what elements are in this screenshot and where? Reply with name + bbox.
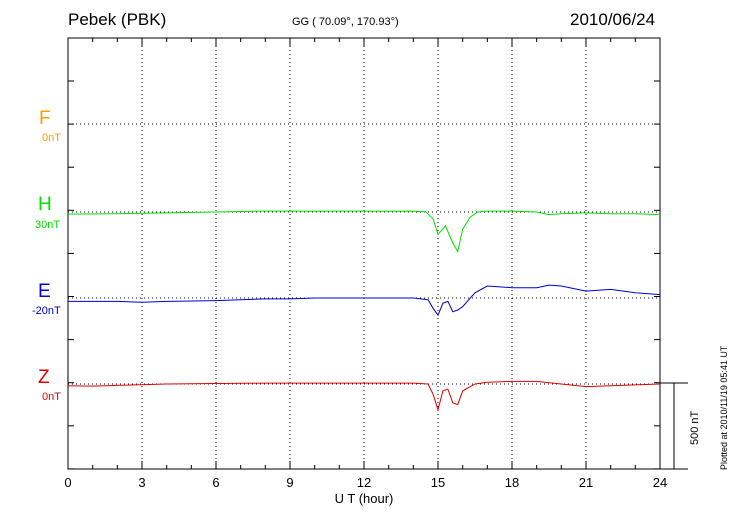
component-letter-h: H	[38, 194, 52, 215]
x-tick-label: 3	[138, 475, 145, 490]
scale-bar-label: 500 nT	[689, 410, 701, 445]
component-baseline-h: 30nT	[35, 219, 61, 231]
axis-ticks: 0 3 6 9 12 15 18 21 24	[64, 38, 667, 490]
x-tick-label: 24	[653, 475, 667, 490]
scale-bar	[660, 382, 688, 470]
series-line-z	[67, 380, 661, 412]
component-baseline-f: 0nT	[42, 132, 61, 144]
date-title: 2010/06/24	[570, 10, 656, 29]
x-tick-label: 12	[357, 475, 371, 490]
component-baseline-e: -20nT	[32, 305, 61, 317]
series-line-e	[68, 284, 661, 317]
plot-grid	[68, 38, 660, 469]
series-layer	[67, 210, 661, 412]
x-tick-label: 0	[64, 475, 71, 490]
x-tick-label: 6	[212, 475, 219, 490]
plotted-timestamp: Plotted at 2010/11/19 05:41 UT	[719, 345, 729, 470]
component-letter-f: F	[39, 108, 51, 129]
x-tick-label: 9	[286, 475, 293, 490]
coordinates-label: GG ( 70.09°, 170.93°)	[292, 16, 399, 28]
series-line-h	[67, 210, 661, 253]
component-letter-z: Z	[38, 367, 50, 388]
x-tick-label: 15	[431, 475, 445, 490]
x-tick-label: 21	[579, 475, 593, 490]
component-baseline-z: 0nT	[42, 391, 61, 403]
x-axis-label: U T (hour)	[335, 491, 394, 506]
component-letter-e: E	[38, 281, 51, 302]
station-title: Pebek (PBK)	[68, 10, 167, 29]
x-tick-label: 18	[505, 475, 519, 490]
